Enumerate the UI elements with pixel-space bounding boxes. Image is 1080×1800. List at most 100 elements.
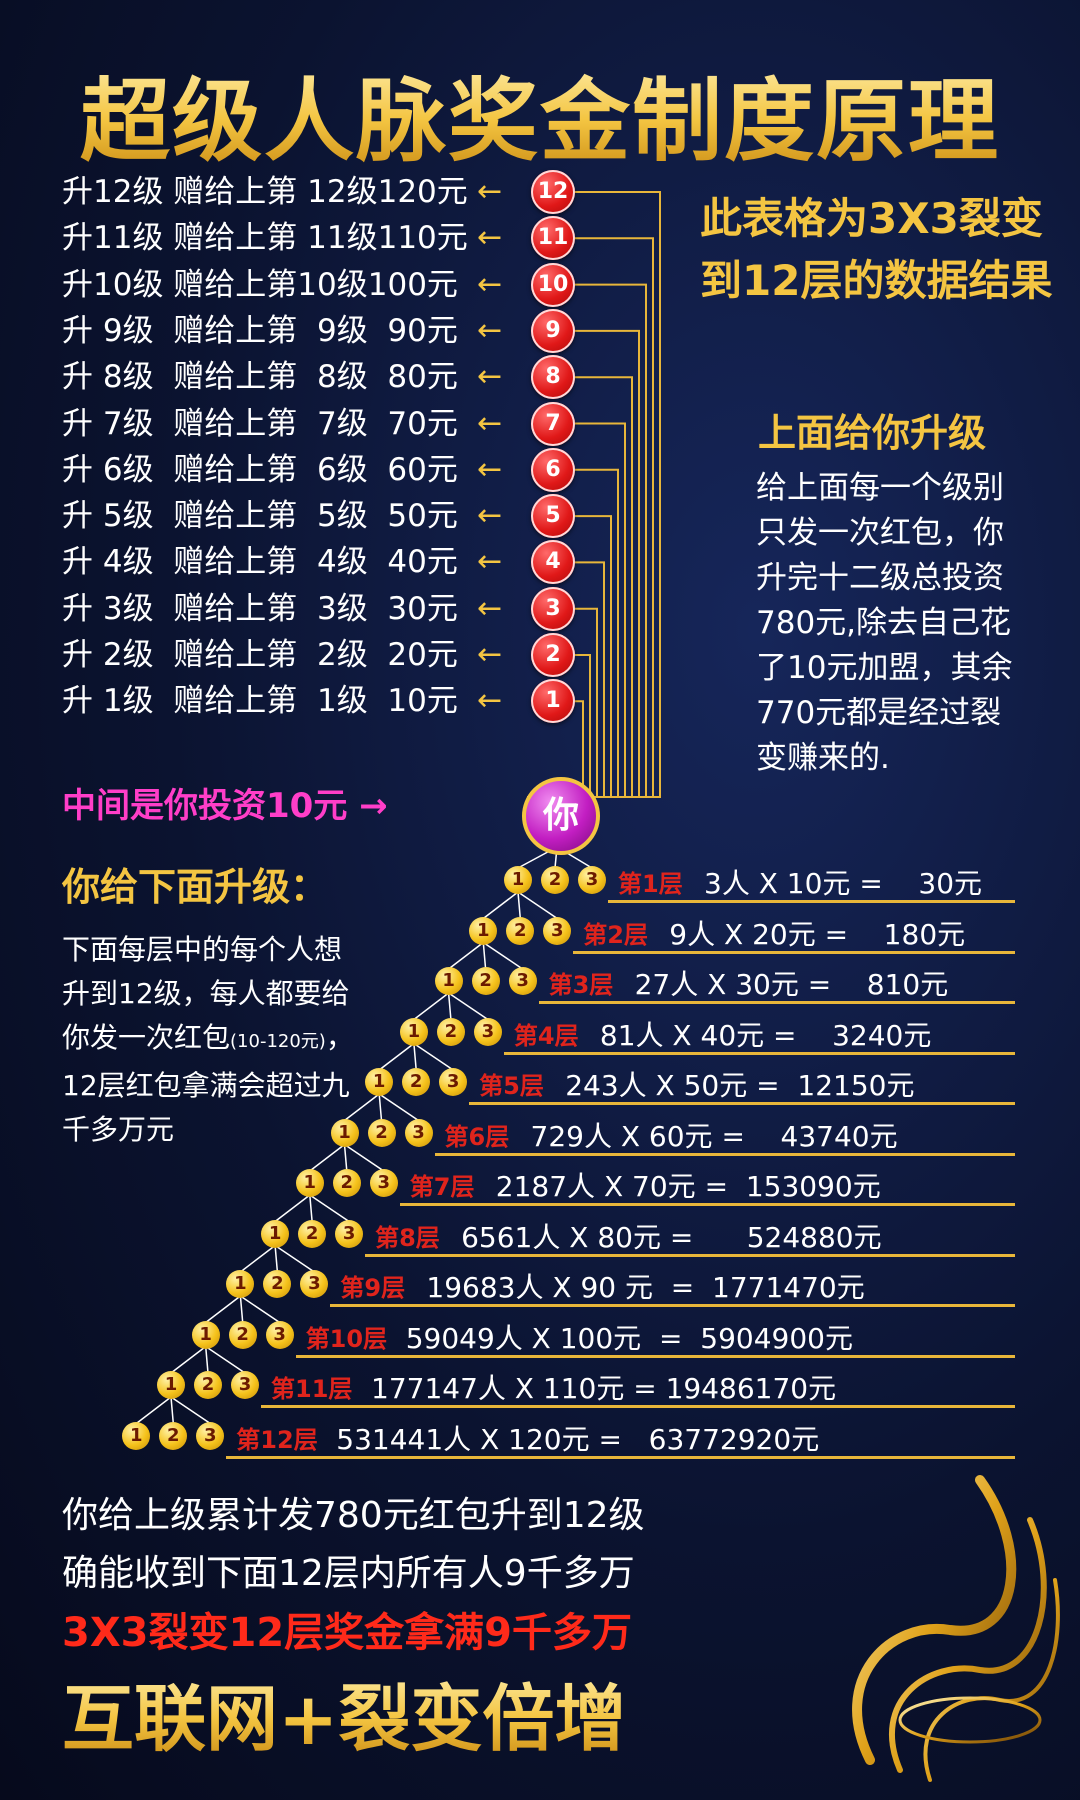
- tier-underline: [330, 1304, 1015, 1307]
- tier-underline: [538, 1001, 1015, 1004]
- tree-node: 2: [159, 1421, 188, 1450]
- tree-node: 3: [508, 967, 537, 995]
- tree-branch-line: [517, 891, 558, 920]
- arrow-left-icon: ←: [477, 312, 503, 348]
- tree-branch-line: [309, 1143, 345, 1172]
- down-text-range: (10-120元): [230, 1031, 326, 1052]
- tier-calculation: 19683人 X 90 元 = 1771470元: [426, 1271, 865, 1304]
- arrow-left-icon: ←: [477, 266, 503, 302]
- tree-node: 2: [263, 1270, 292, 1298]
- tier-calculation: 27人 X 30元 = 810元: [634, 968, 949, 1001]
- arrow-left-icon: ←: [477, 498, 503, 534]
- down-section-text: 下面每层中的每个人想升到12级，每人都要给你发一次红包(10-120元)，12层…: [62, 928, 362, 1152]
- tree-node: 2: [194, 1371, 222, 1399]
- tree-node: 2: [332, 1169, 361, 1197]
- arrow-left-icon: ←: [477, 590, 503, 626]
- footer-line-1: 你给上级累计发780元红包升到12级: [62, 1495, 645, 1536]
- tree-branch-line: [274, 1245, 279, 1273]
- level-badge: 6: [531, 447, 575, 492]
- footer-line-3: 3X3裂变12层奖金拿满9千多万: [62, 1610, 632, 1656]
- down-section-title: 你给下面升级：: [62, 865, 329, 909]
- tree-branch-line: [239, 1244, 276, 1273]
- tier-calculation: 59049人 X 100元 = 5904900元: [405, 1321, 853, 1355]
- tier-label: 第4层: [513, 1021, 579, 1050]
- gold-swirl-decoration: [852, 1475, 1060, 1782]
- tier-underline: [573, 950, 1015, 954]
- tree-node: 1: [365, 1068, 394, 1096]
- down-text-after: ，12层红包拿满会超过九千多万元: [62, 1021, 354, 1146]
- tier-calculation: 81人 X 40元 = 3240元: [599, 1018, 932, 1052]
- tier-calculation: 6561人 X 80元 = 524880元: [461, 1220, 882, 1254]
- tree-node: 2: [506, 916, 535, 945]
- footer-line-2: 确能收到下面12层内所有人9千多万: [62, 1553, 635, 1594]
- tree-node: 1: [330, 1118, 359, 1147]
- arrow-left-icon: ←: [477, 359, 503, 395]
- tree-node: 1: [434, 967, 463, 995]
- tier-label: 第8层: [375, 1223, 440, 1252]
- level-badge: 7: [531, 401, 575, 446]
- tree-branch-line: [413, 1043, 417, 1071]
- level-badge: 11: [531, 216, 575, 261]
- upgrade-level-text: 升 5级 赠给上第 5级 50元: [62, 498, 458, 535]
- level-badge: 2: [531, 633, 575, 677]
- tier-label: 第12层: [236, 1425, 318, 1454]
- tier-underline: [469, 1102, 1015, 1105]
- arrow-left-icon: ←: [477, 174, 503, 209]
- level-badge: 5: [531, 494, 575, 539]
- tree-node: 1: [191, 1320, 220, 1349]
- tier-calculation: 729人 X 60元 = 43740元: [530, 1119, 898, 1153]
- tree-branch-line: [274, 1244, 315, 1273]
- upgrade-level-text: 升12级 赠给上第 12级120元: [62, 174, 468, 210]
- tree-branch-line: [378, 1093, 419, 1122]
- tree-branch-line: [204, 1346, 209, 1374]
- arrow-left-icon: ←: [477, 544, 503, 580]
- tree-node: 3: [300, 1270, 329, 1298]
- tree-branch-line: [448, 941, 484, 970]
- tier-underline: [399, 1203, 1015, 1206]
- tree-branch-line: [205, 1295, 241, 1324]
- level-badge: 8: [531, 355, 575, 400]
- tree-branch-line: [378, 1042, 415, 1071]
- down-text-before: 下面每层中的每个人想升到12级，每人都要给你发一次红包: [62, 933, 350, 1054]
- tree-branch-line: [239, 1295, 244, 1323]
- upgrade-level-text: 升 1级 赠给上第 1级 10元: [62, 683, 458, 720]
- tier-calculation: 2187人 X 70元 = 153090元: [495, 1170, 881, 1203]
- arrow-left-icon: ←: [477, 683, 503, 719]
- tree-node: 2: [471, 967, 500, 995]
- tree-branch-line: [482, 941, 524, 970]
- tree-node: 1: [226, 1270, 255, 1298]
- tree-node: 2: [298, 1219, 327, 1248]
- up-section-title: 上面给你升级: [758, 411, 987, 455]
- tier-label: 第3层: [548, 971, 614, 999]
- tier-underline: [434, 1152, 1015, 1156]
- tree-node: 2: [541, 866, 569, 894]
- upgrade-level-text: 升 7级 赠给上第 7级 70元: [62, 405, 458, 442]
- upgrade-level-text: 升 6级 赠给上第 6级 60元: [62, 451, 458, 488]
- tree-branch-line: [170, 1345, 207, 1374]
- tree-branch-line: [482, 891, 519, 920]
- tree-node: 3: [439, 1068, 468, 1096]
- level-badge: 12: [531, 170, 575, 214]
- tree-branch-line: [447, 992, 452, 1020]
- level-badge: 4: [531, 540, 575, 585]
- tree-branch-line: [135, 1396, 172, 1425]
- tier-calculation: 531441人 X 120元 = 63772920元: [336, 1422, 820, 1456]
- tree-branch-line: [274, 1194, 311, 1223]
- you-node: 你: [522, 777, 600, 855]
- tree-branch-line: [344, 1093, 380, 1122]
- tree-node: 1: [399, 1017, 428, 1046]
- level-badge: 3: [531, 586, 575, 631]
- tier-label: 第2层: [583, 920, 648, 949]
- upgrade-level-text: 升10级 赠给上第10级100元: [62, 266, 458, 303]
- tier-calculation: 177147人 X 110元 = 19486170元: [371, 1372, 837, 1405]
- tree-branch-line: [378, 1093, 383, 1121]
- tier-label: 第9层: [340, 1274, 406, 1302]
- tree-node: 3: [231, 1371, 259, 1399]
- tree-node: 3: [196, 1421, 225, 1450]
- tree-node: 3: [265, 1320, 294, 1349]
- tree-branch-line: [413, 1042, 454, 1071]
- tree-branch-line: [205, 1345, 246, 1374]
- up-section-text: 给上面每一个级别只发一次红包，你升完十二级总投资780元,除去自己花了10元加盟…: [756, 470, 1013, 776]
